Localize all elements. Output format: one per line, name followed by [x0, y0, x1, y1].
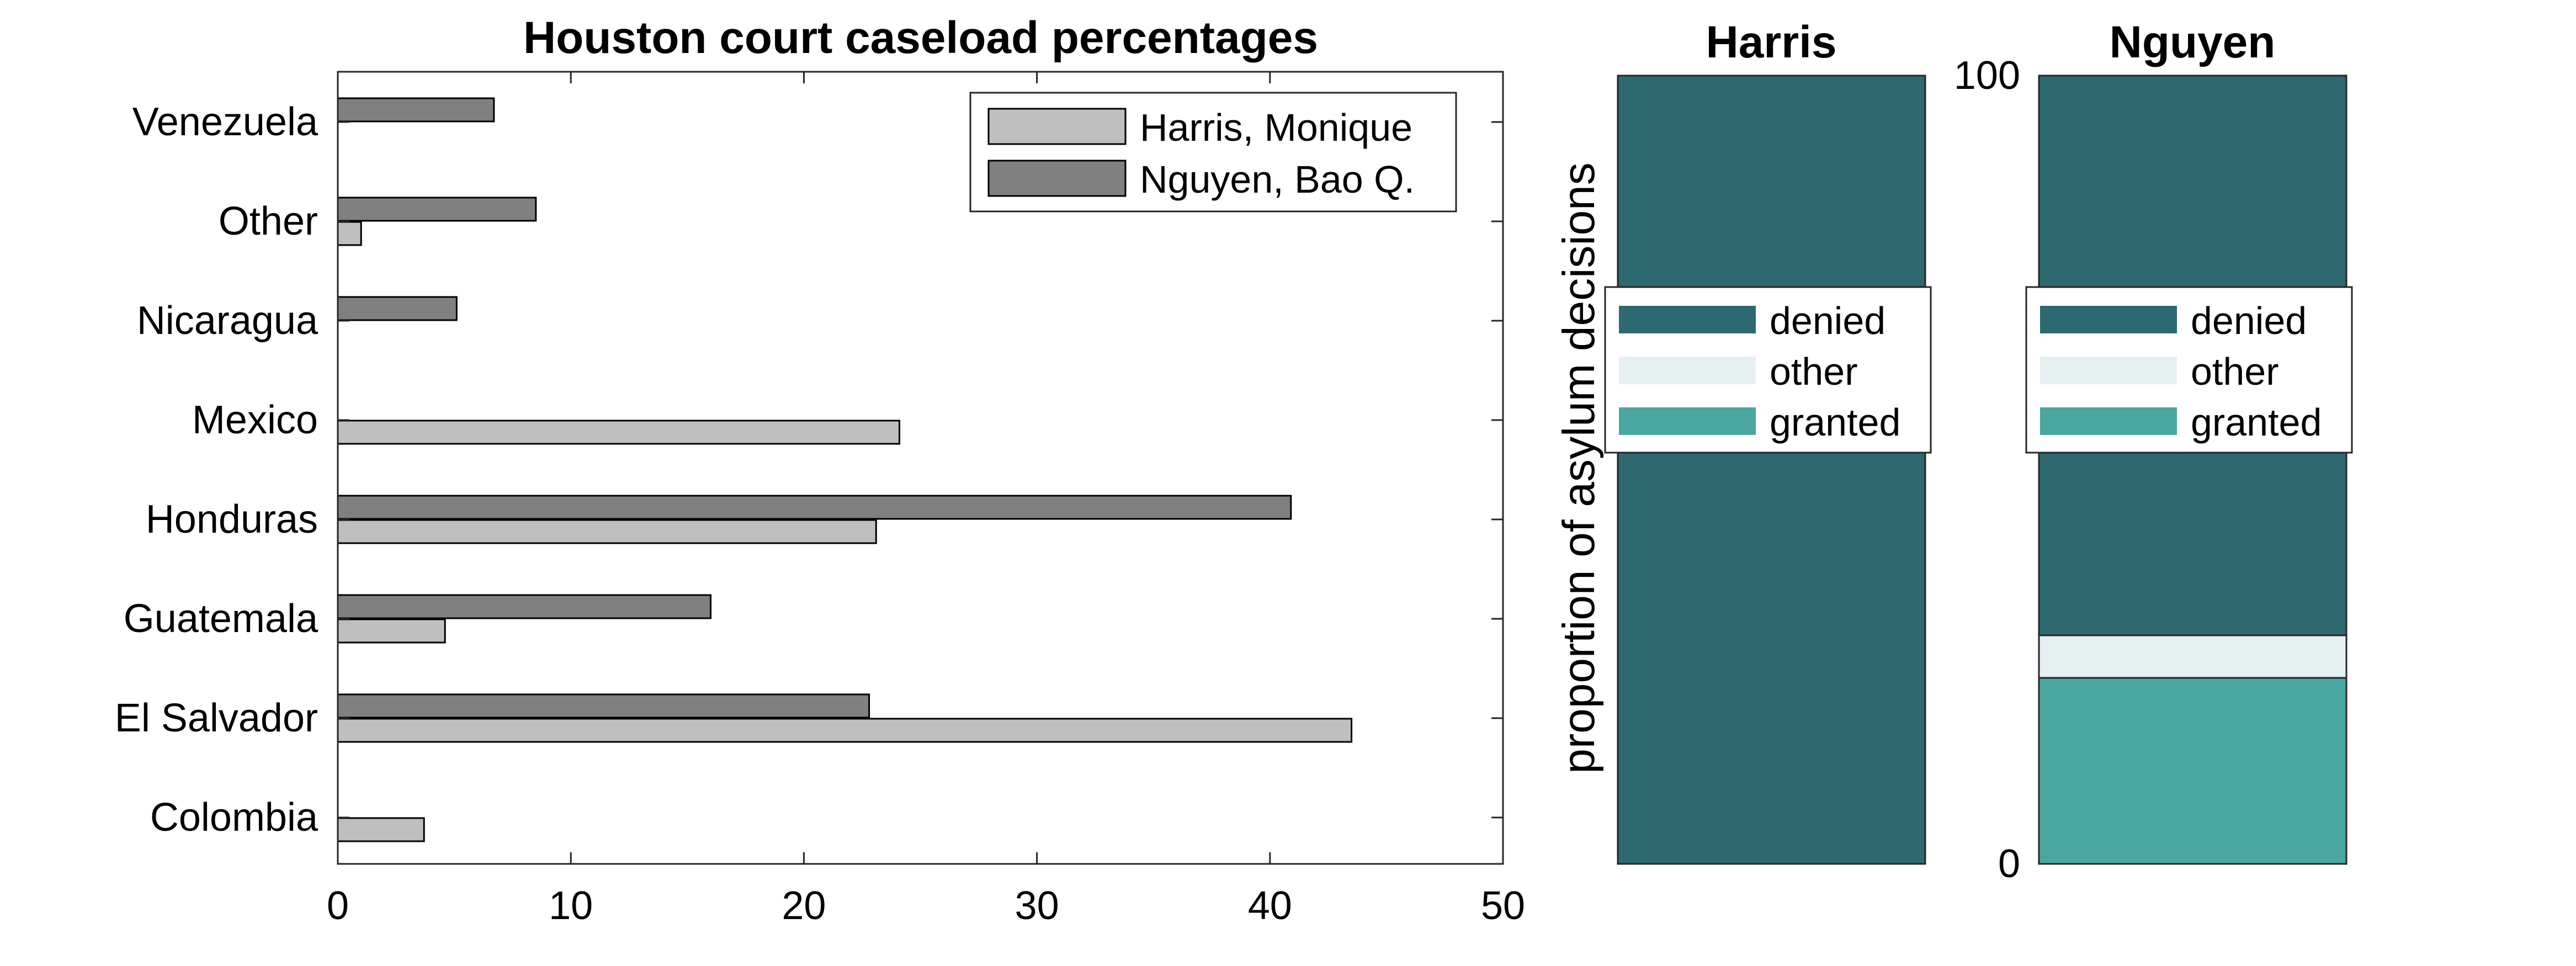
- bar-nguyen-bao-q-venezuela: [337, 97, 495, 123]
- bar-nguyen-bao-q-el-salvador: [337, 693, 870, 719]
- legend: Harris, Monique Nguyen, Bao Q.: [969, 92, 1457, 213]
- bar-harris-monique-honduras: [337, 519, 877, 544]
- tick-layer: Venezuela Other Nicaragua Mexico Honduras Gua…: [115, 72, 1525, 928]
- nguyen-legend-swatch-denied: [2040, 306, 2177, 333]
- harris-legend-swatch-denied: [1619, 306, 1756, 333]
- nguyen-decisions-chart: Nguyen 0 100 denied other granted: [1954, 17, 2353, 886]
- nguyen-y-tick-label-0: 0: [1998, 842, 2020, 886]
- nguyen-legend-label-other: other: [2191, 350, 2279, 393]
- harris-decisions-chart: Harris proportion of asylum decisions de…: [1554, 17, 1932, 865]
- x-tick-label-10: 10: [549, 884, 593, 928]
- x-tick-label-50: 50: [1481, 884, 1525, 928]
- harris-segment-denied: [1617, 75, 1926, 865]
- y-tick-label-honduras: Honduras: [146, 497, 318, 542]
- harris-y-axis-label: proportion of asylum decisions: [1554, 162, 1604, 774]
- x-tick-label-40: 40: [1248, 884, 1292, 928]
- y-tick-label-mexico: Mexico: [192, 398, 318, 442]
- bar-harris-monique-mexico: [337, 420, 901, 445]
- nguyen-y-tick-label-100: 100: [1954, 54, 2020, 98]
- y-tick-label-other: Other: [219, 199, 318, 243]
- nguyen-legend-label-denied: denied: [2191, 299, 2307, 342]
- nguyen-legend-label-granted: granted: [2191, 401, 2322, 444]
- bar-harris-monique-other: [337, 221, 362, 246]
- legend-label-harris: Harris, Monique: [1140, 106, 1412, 149]
- bar-nguyen-bao-q-guatemala: [337, 594, 712, 619]
- nguyen-tick-layer: 0 100: [1954, 54, 2020, 886]
- legend-swatch-nguyen: [987, 160, 1127, 197]
- bar-harris-monique-el-salvador: [337, 718, 1353, 743]
- caseload-chart-title: Houston court caseload percentages: [523, 13, 1318, 63]
- nguyen-legend-swatch-granted: [2040, 407, 2177, 435]
- y-tick-label-venezuela: Venezuela: [132, 100, 318, 144]
- nguyen-segment-granted: [2038, 677, 2347, 865]
- y-tick-label-guatemala: Guatemala: [124, 597, 318, 641]
- nguyen-plot-frame: [2038, 75, 2347, 865]
- legend-swatch-harris: [987, 108, 1127, 145]
- y-tick-label-nicaragua: Nicaragua: [137, 299, 318, 343]
- harris-legend-swatch-granted: [1619, 407, 1756, 435]
- bar-harris-monique-colombia: [337, 817, 425, 842]
- nguyen-legend: denied other granted: [2025, 286, 2353, 454]
- harris-legend-label-other: other: [1770, 350, 1858, 393]
- legend-label-nguyen: Nguyen, Bao Q.: [1140, 158, 1415, 201]
- bar-nguyen-bao-q-other: [337, 197, 537, 222]
- harris-stack: [1617, 75, 1926, 865]
- y-tick-label-el-salvador: El Salvador: [115, 696, 318, 740]
- nguyen-title: Nguyen: [2110, 17, 2276, 67]
- bar-nguyen-bao-q-nicaragua: [337, 296, 458, 321]
- harris-plot-frame: [1617, 75, 1926, 865]
- caseload-chart: Houston court caseload percentages Venez…: [115, 13, 1525, 928]
- nguyen-legend-swatch-other: [2040, 357, 2177, 384]
- harris-legend-swatch-other: [1619, 357, 1756, 384]
- bars-layer: [337, 97, 1353, 842]
- harris-legend-label-granted: granted: [1770, 401, 1900, 444]
- y-tick-label-colombia: Colombia: [150, 795, 318, 840]
- harris-title: Harris: [1706, 17, 1836, 67]
- x-tick-label-20: 20: [782, 884, 826, 928]
- bar-harris-monique-guatemala: [337, 618, 446, 644]
- x-tick-label-30: 30: [1015, 884, 1059, 928]
- nguyen-segment-other: [2038, 634, 2347, 679]
- harris-legend-label-denied: denied: [1770, 299, 1885, 342]
- bar-nguyen-bao-q-honduras: [337, 495, 1292, 520]
- caseload-plot-frame: [337, 71, 1504, 865]
- x-tick-label-0: 0: [327, 884, 349, 928]
- nguyen-stack: [2038, 75, 2347, 865]
- harris-legend: denied other granted: [1604, 286, 1932, 454]
